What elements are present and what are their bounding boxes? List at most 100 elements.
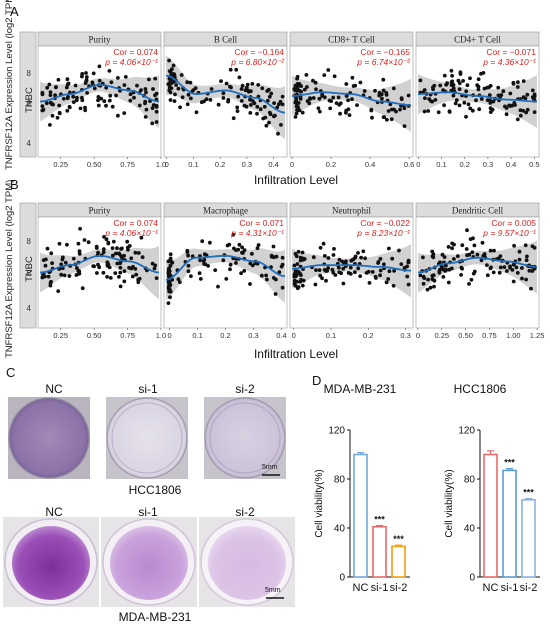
- scatter-point: [216, 284, 220, 289]
- scatter-point: [91, 71, 96, 76]
- scatter-point: [311, 96, 316, 100]
- scatter-point: [457, 87, 462, 92]
- scatter-point: [167, 58, 172, 63]
- dish-nc-mda: [3, 517, 99, 607]
- scatter-point: [525, 254, 529, 259]
- scatter-point: [122, 253, 126, 258]
- panel-label-d: D: [312, 373, 322, 388]
- scatter-point: [452, 257, 456, 261]
- scatter-point: [294, 270, 298, 275]
- row-b-strip-label: TNBC: [24, 256, 35, 282]
- scatter-point: [114, 93, 118, 98]
- scatter-point: [467, 252, 472, 257]
- scatter-point: [224, 81, 229, 86]
- scatter-point: [479, 97, 484, 101]
- scatter-point: [480, 240, 485, 245]
- scatter-point: [82, 238, 87, 242]
- scatter-point: [418, 78, 423, 83]
- scatter-point: [255, 111, 259, 116]
- significance-label: ***: [374, 515, 385, 525]
- scatter-point: [344, 82, 349, 86]
- scatter-point: [387, 246, 391, 251]
- scatter-point: [50, 113, 55, 118]
- scatter-point: [391, 283, 396, 288]
- scatter-point: [186, 253, 191, 258]
- scatter-point: [532, 96, 536, 101]
- scatter-point: [41, 272, 45, 277]
- scatter-point: [305, 85, 309, 89]
- scatter-point: [126, 247, 130, 252]
- scatter-point: [265, 89, 270, 93]
- scatter-point: [78, 226, 82, 231]
- scatter-point: [136, 251, 141, 255]
- scatter-point: [129, 256, 134, 261]
- scatter-point: [40, 90, 45, 95]
- scatter-point: [280, 255, 285, 260]
- scatter-point: [491, 99, 496, 104]
- scatter-point: [209, 87, 214, 91]
- ytick-label: 4: [27, 304, 32, 313]
- scatter-point: [376, 260, 381, 264]
- scatter-point: [107, 98, 112, 103]
- scatter-point: [135, 83, 139, 88]
- scatter-point: [239, 99, 244, 103]
- scatter-point: [302, 87, 307, 92]
- scatter-point: [428, 285, 433, 290]
- scatter-point: [71, 100, 76, 104]
- scatter-point: [317, 96, 322, 101]
- scatter-point: [438, 267, 442, 272]
- scatter-point: [350, 97, 354, 102]
- scatter-point: [524, 110, 528, 115]
- scatter-point: [137, 276, 142, 281]
- scatter-point: [332, 247, 336, 251]
- scatter-point: [168, 256, 173, 261]
- scatter-point: [96, 103, 101, 108]
- cor-label: Cor = 0.005: [491, 218, 536, 228]
- scatter-point: [304, 73, 309, 77]
- bar-nc: [483, 453, 498, 578]
- xtick-label: 0.3: [248, 331, 258, 340]
- scatter-point: [382, 115, 387, 120]
- scatter-point: [116, 76, 120, 80]
- dish-si1-mda: [101, 517, 197, 607]
- dish-label-si1-row2: si-1: [138, 505, 158, 519]
- scatter-point: [280, 94, 285, 99]
- scatter-point: [117, 252, 122, 256]
- scatter-point: [517, 257, 522, 262]
- scatter-point: [127, 244, 132, 248]
- xtick-label: 1.25: [530, 331, 545, 340]
- scatter-point: [143, 115, 148, 119]
- scatter-point: [45, 246, 50, 251]
- scatter-point: [442, 73, 447, 78]
- scatter-point: [105, 275, 109, 279]
- scatter-point: [445, 81, 449, 86]
- scatter-point: [48, 123, 52, 127]
- scatter-point: [57, 111, 62, 116]
- scatter-point: [505, 269, 509, 273]
- scatter-point: [327, 98, 332, 103]
- correlation-scatter-grid: TNFRSF12A Expression Level (log2 TPM) TN…: [4, 0, 545, 361]
- scatter-point: [515, 117, 520, 122]
- dish-label-nc-row2: NC: [45, 505, 63, 519]
- scatter-point: [272, 114, 276, 119]
- scatter-point: [235, 105, 240, 110]
- xtick-label: 0.4: [365, 160, 375, 169]
- scatter-point: [296, 285, 301, 289]
- caption-mda-mb-231: MDA-MB-231: [118, 610, 192, 624]
- scatter-point: [97, 78, 102, 83]
- scatter-point: [198, 258, 203, 263]
- scatter-point: [249, 89, 253, 94]
- scatter-point: [520, 276, 524, 281]
- scatter-point: [524, 277, 528, 282]
- scatter-point: [340, 259, 345, 264]
- scatter-point: [465, 228, 469, 233]
- facet-title: Neutrophil: [332, 206, 371, 216]
- scatter-point: [373, 88, 377, 93]
- scatter-point: [317, 109, 322, 114]
- scatter-point: [65, 108, 70, 113]
- scatter-point: [50, 261, 54, 266]
- scatter-point: [144, 90, 148, 95]
- scatter-point: [150, 121, 155, 126]
- scatter-point: [386, 277, 391, 281]
- scatter-point: [487, 93, 492, 97]
